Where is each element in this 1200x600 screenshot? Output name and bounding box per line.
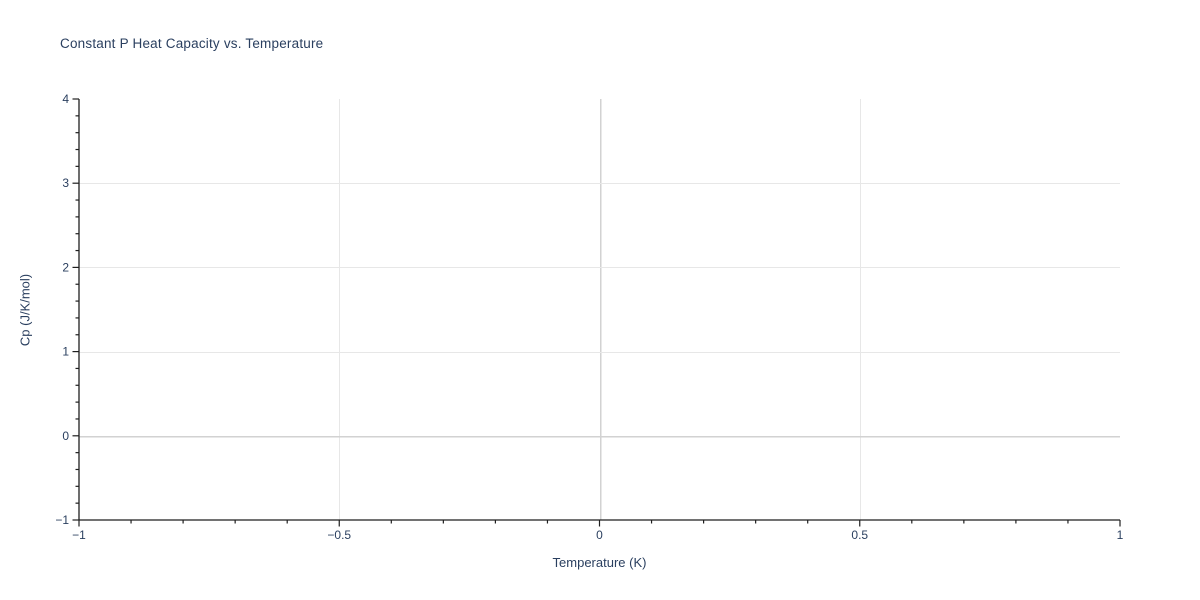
y-tick-label: 1 (62, 345, 69, 359)
y-axis-title: Cp (J/K/mol) (17, 273, 33, 347)
x-tick-label: 1 (1117, 528, 1124, 542)
y-tick-label: 4 (62, 92, 69, 106)
x-tick-label: −0.5 (327, 528, 351, 542)
x-tick-label: 0.5 (851, 528, 868, 542)
x-axis-title: Temperature (K) (552, 555, 647, 570)
y-tick-label: 2 (62, 260, 69, 274)
y-tick-label: 0 (62, 429, 69, 443)
x-tick-label: −1 (72, 528, 86, 542)
x-tick-label: 0 (596, 528, 603, 542)
chart-title: Constant P Heat Capacity vs. Temperature (60, 36, 324, 51)
y-tick-label: −1 (55, 513, 69, 527)
y-tick-label: 3 (62, 176, 69, 190)
